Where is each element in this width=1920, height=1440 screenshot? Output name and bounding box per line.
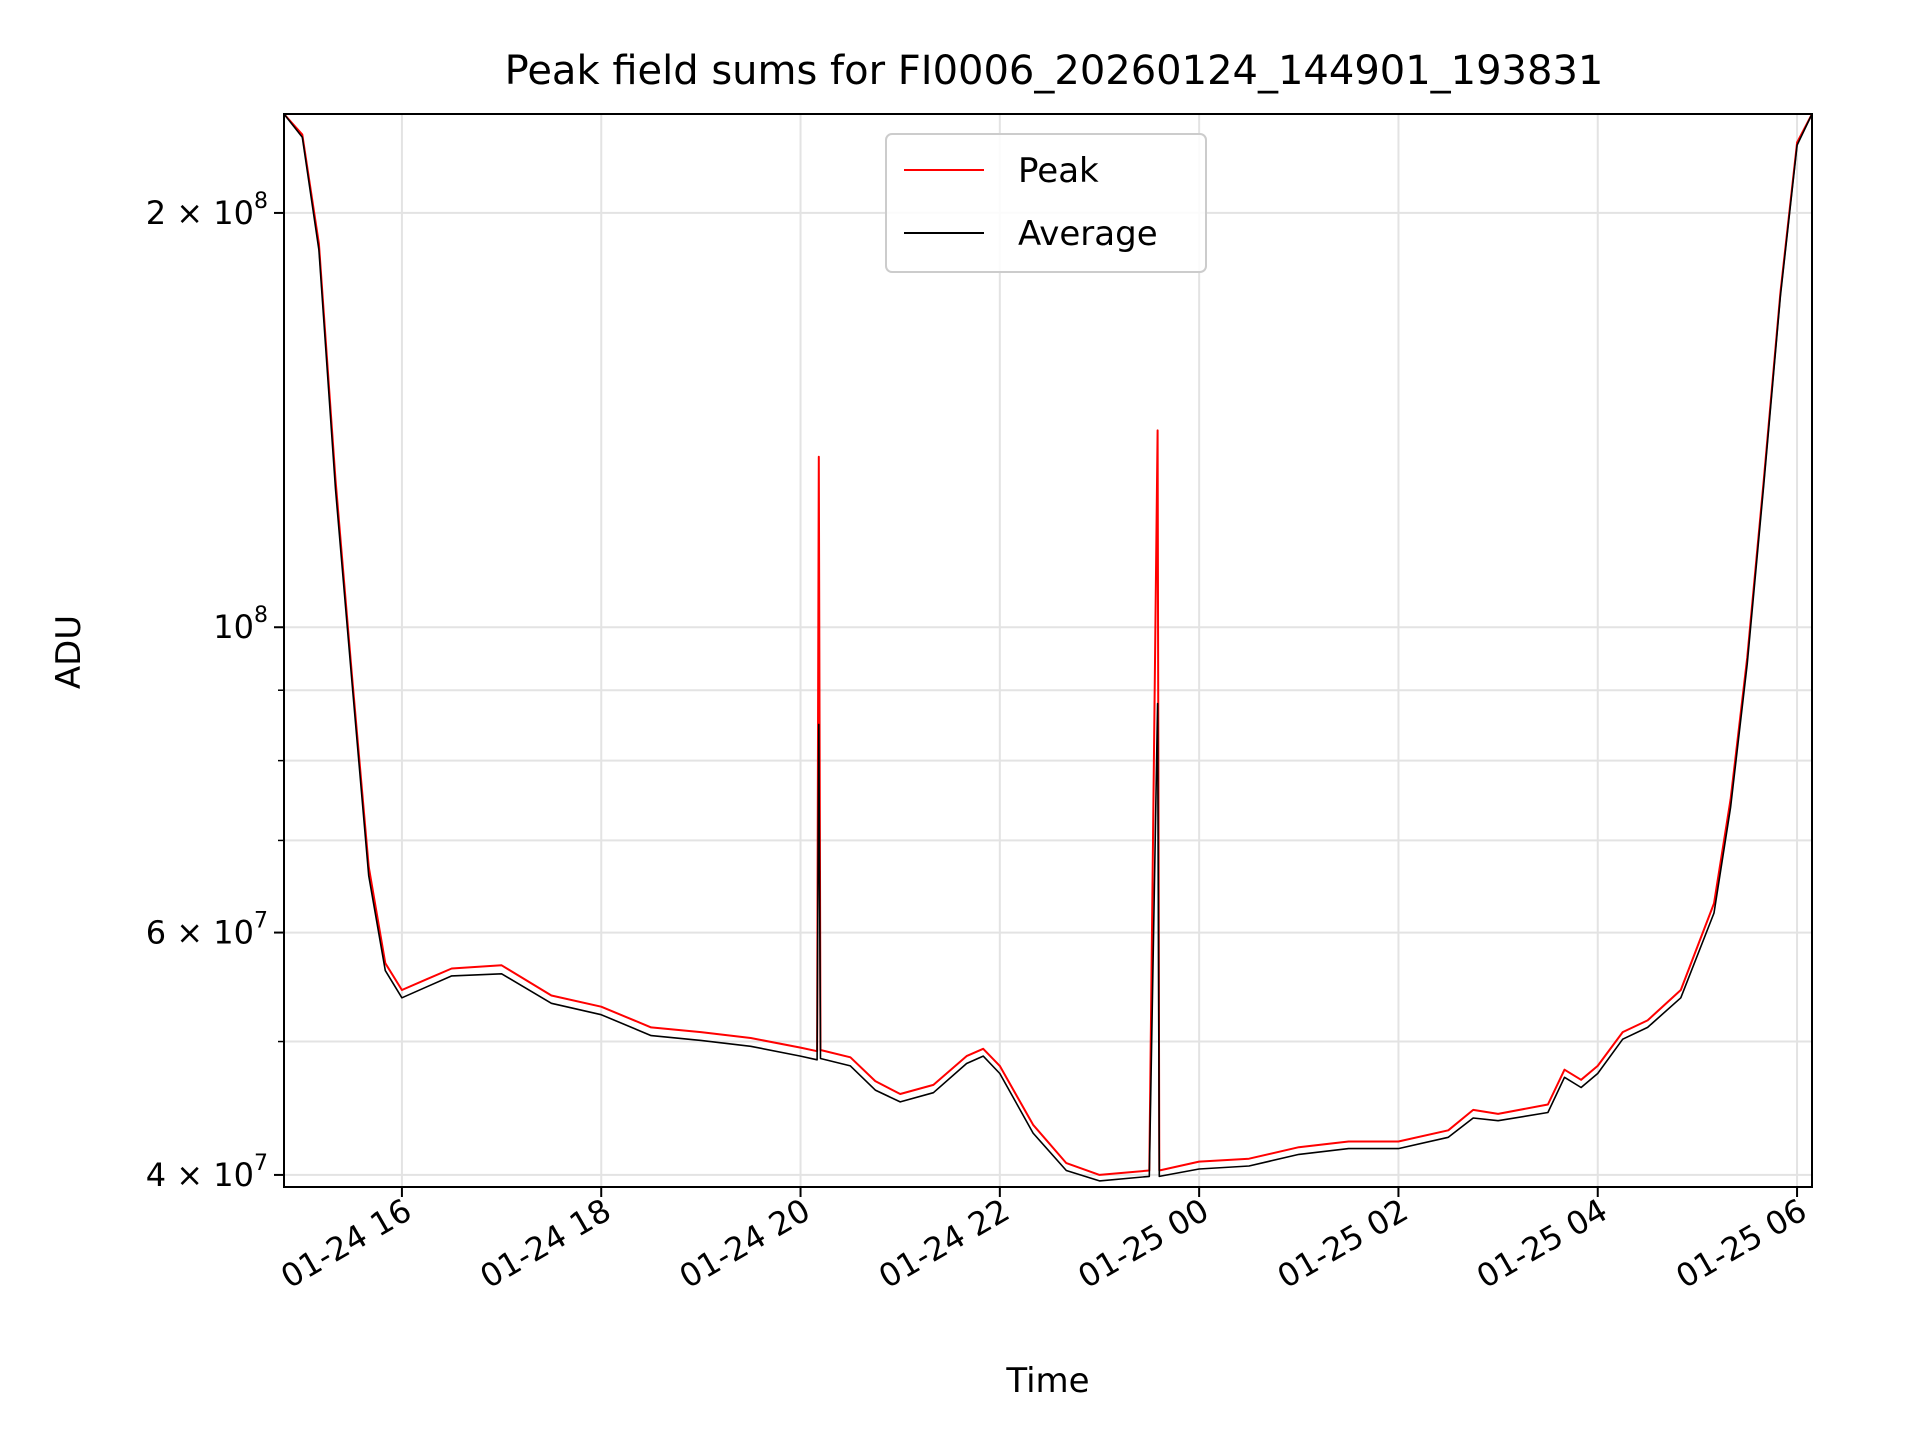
- legend-box: [885, 133, 1207, 273]
- y-tick-label: 6 × 107: [146, 909, 268, 952]
- series-layer: [283, 113, 1813, 1182]
- y-tick-label: 2 × 108: [146, 189, 268, 232]
- y-axis-label: ADU: [49, 615, 89, 689]
- chart-title: Peak field sums for FI0006_20260124_1449…: [505, 48, 1604, 94]
- grid: [284, 114, 1812, 1187]
- series-line-peak: [283, 113, 1813, 1176]
- legend-label-peak: Peak: [1018, 151, 1099, 191]
- series-line-average: [283, 113, 1813, 1182]
- plot-frame: [283, 113, 1813, 1188]
- y-tick-label: 108: [213, 603, 268, 646]
- y-tick-label: 4 × 107: [146, 1151, 268, 1194]
- legend-label-average: Average: [1018, 214, 1158, 254]
- legend: Peak Average: [885, 133, 1207, 273]
- x-axis-label: Time: [1005, 1361, 1089, 1401]
- y-axis: 4 × 107 6 × 107 108 2 × 108: [146, 189, 284, 1194]
